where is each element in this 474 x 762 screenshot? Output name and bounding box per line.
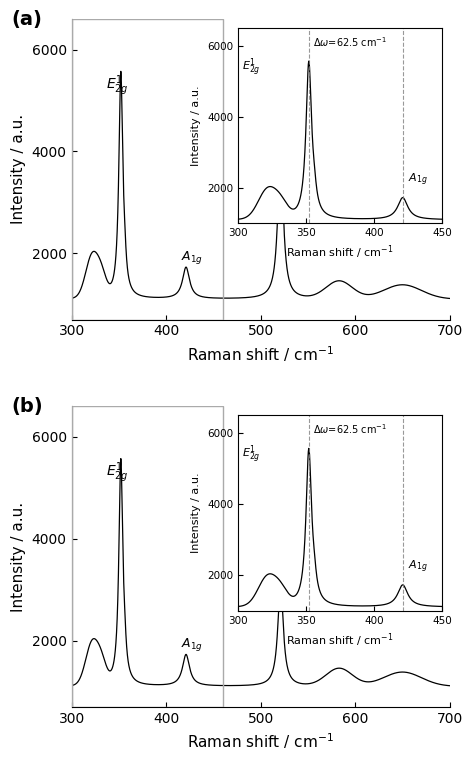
Bar (72, 19, 223, 319)
Bar (72, 406, 223, 707)
X-axis label: Raman shift / cm$^{-1}$: Raman shift / cm$^{-1}$ (187, 732, 334, 751)
Text: (a): (a) (11, 10, 42, 29)
Y-axis label: Intensity / a.u.: Intensity / a.u. (11, 501, 26, 612)
Text: $A_{1g}$: $A_{1g}$ (182, 636, 203, 653)
Text: $A_{1g}$: $A_{1g}$ (182, 249, 203, 266)
Y-axis label: Intensity / a.u.: Intensity / a.u. (11, 114, 26, 224)
Text: (b): (b) (11, 397, 43, 416)
Text: $E^1_{2g}$: $E^1_{2g}$ (106, 460, 128, 485)
X-axis label: Raman shift / cm$^{-1}$: Raman shift / cm$^{-1}$ (187, 344, 334, 363)
Text: $E^1_{2g}$: $E^1_{2g}$ (106, 73, 128, 98)
